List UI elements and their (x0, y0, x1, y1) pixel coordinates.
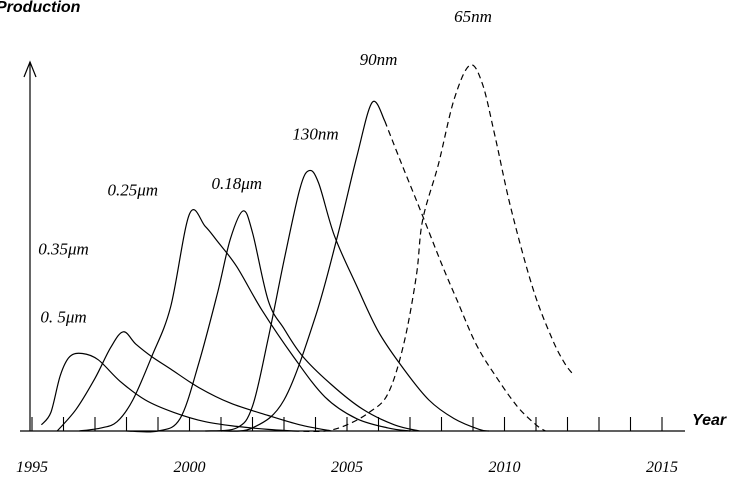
series-line (79, 209, 411, 432)
x-tick-label: 2010 (489, 459, 521, 476)
series-label: 130nm (292, 125, 338, 144)
series-curves (40, 64, 575, 433)
x-tick-label: 2015 (646, 459, 678, 476)
series-label: 0.35μm (38, 239, 89, 258)
series-line (40, 352, 294, 432)
x-tick-labels: 1995 2000 2005 2010 2015 (16, 459, 678, 476)
series-label: 90nm (360, 50, 398, 69)
series-line (56, 331, 332, 432)
series-label: 65nm (454, 7, 492, 26)
x-tick-label: 2000 (174, 459, 206, 476)
series-line (384, 120, 546, 432)
series-label: 0.18μm (211, 174, 262, 193)
series-line (205, 169, 489, 432)
series-line (126, 210, 420, 433)
x-axis-label: Year (692, 412, 727, 429)
series-labels: 0. 5μm 0.35μm 0.25μm 0.18μm 130nm 90nm 65nm (38, 7, 492, 327)
series-label: 0. 5μm (40, 308, 86, 327)
x-ticks (31, 417, 663, 431)
x-tick-label: 2005 (331, 459, 363, 476)
series-line (220, 100, 386, 432)
y-axis-arrow (23, 60, 37, 78)
series-line (293, 64, 575, 433)
y-axis-label: Production (0, 0, 81, 16)
x-tick-label: 1995 (16, 459, 48, 476)
series-label: 0.25μm (108, 180, 159, 199)
